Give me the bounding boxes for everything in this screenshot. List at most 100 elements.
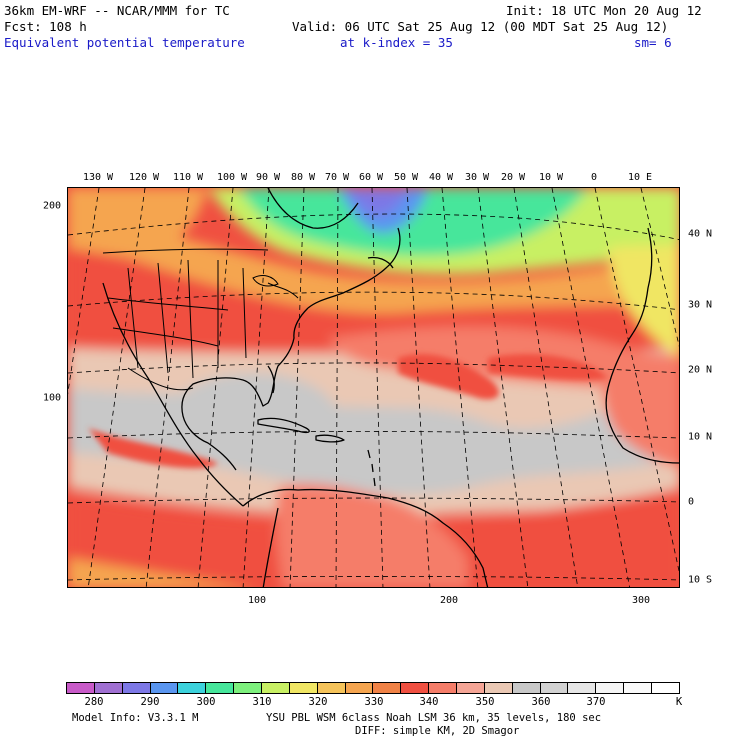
colorbar-swatch-9	[317, 683, 346, 693]
meridian-70w	[335, 188, 339, 587]
lat-label-30n: 30 N	[688, 299, 713, 311]
theta-e-map	[67, 187, 680, 588]
colorbar-label-300: 300	[196, 696, 216, 708]
state-line-3	[127, 267, 139, 369]
parallel-30n	[68, 291, 679, 311]
lat-label-10s: 10 S	[688, 574, 713, 586]
colorbar-swatch-2	[122, 683, 151, 693]
lat-label-20n: 20 N	[688, 364, 713, 376]
field-name: Equivalent potential temperature	[4, 35, 245, 50]
hudson-bay	[267, 188, 359, 229]
colorbar-swatch-6	[234, 683, 263, 693]
africa-west-coast	[605, 332, 679, 464]
meridian-100w	[197, 188, 234, 587]
state-line-2	[112, 327, 219, 347]
colorbar-swatch-10	[345, 683, 374, 693]
colorbar-swatch-3	[150, 683, 179, 693]
colorbar-swatch-14	[457, 683, 485, 693]
meridian-0	[594, 188, 679, 573]
colorbar-swatch-5	[206, 683, 235, 693]
lake-michigan	[252, 275, 279, 287]
state-line-7	[242, 267, 247, 359]
south-america-coast	[242, 488, 489, 587]
lon-label-80w: 80 W	[290, 172, 316, 183]
meridian-80w	[289, 188, 305, 587]
smoothing-label: sm= 6	[634, 35, 672, 50]
parallel-eq	[68, 497, 679, 504]
state-line-5	[187, 259, 194, 379]
parallel-40n	[68, 213, 679, 240]
colorbar-swatch-12	[401, 683, 430, 693]
colorbar-swatch-8	[289, 683, 318, 693]
valid-time: Valid: 06 UTC Sat 25 Aug 12 (00 MDT Sat …	[292, 19, 669, 34]
newfoundland	[367, 256, 394, 269]
colorbar-swatch-21	[652, 683, 679, 693]
meridian-50w	[406, 188, 431, 587]
colorbar-units: K	[675, 696, 683, 708]
colorbar-label-320: 320	[308, 696, 328, 708]
lon-label-130w: 130 W	[82, 172, 114, 183]
field-bands	[68, 188, 679, 587]
lon-label-90w: 90 W	[255, 172, 281, 183]
political-borders	[102, 248, 299, 391]
colorbar-swatch-19	[596, 683, 625, 693]
lat-label-40n: 40 N	[688, 228, 713, 240]
lon-label-50w: 50 W	[393, 172, 419, 183]
florida	[267, 365, 275, 394]
iberia-coast	[632, 227, 653, 334]
lon-label-30w: 30 W	[464, 172, 490, 183]
colorbar-swatch-18	[568, 683, 597, 693]
colorbar-swatch-16	[512, 683, 541, 693]
meridian-60w	[371, 188, 384, 587]
meridian-40w	[441, 188, 479, 587]
us-canada-border	[102, 248, 269, 254]
forecast-hour: Fcst: 108 h	[4, 19, 87, 34]
coastlines	[102, 188, 679, 587]
theta-e-field	[68, 188, 679, 587]
lon-label-10e: 10 E	[627, 172, 653, 183]
colorbar-label-360: 360	[531, 696, 551, 708]
colorbar	[66, 682, 680, 694]
init-time: Init: 18 UTC Mon 20 Aug 12	[506, 3, 702, 18]
meridian-110w	[145, 188, 190, 587]
lon-label-0: 0	[590, 172, 598, 183]
graticule	[68, 188, 679, 587]
us-mexico-border	[127, 367, 194, 391]
colorbar-label-350: 350	[475, 696, 495, 708]
meridian-130w	[68, 188, 100, 395]
model-info: Model Info: V3.3.1 M	[72, 712, 199, 724]
lon-label-20w: 20 W	[500, 172, 526, 183]
grid-label-bottom-200: 200	[439, 595, 459, 606]
physics-info: YSU PBL WSM 6class Noah LSM 36 km, 35 le…	[266, 712, 602, 724]
colorbar-swatch-11	[373, 683, 402, 693]
lon-label-10w: 10 W	[538, 172, 564, 183]
colorbar-swatch-4	[178, 683, 207, 693]
colorbar-label-310: 310	[252, 696, 272, 708]
grid-label-bottom-100: 100	[247, 595, 267, 606]
lat-label-10n: 10 N	[688, 431, 713, 443]
grid-label-left-100: 100	[42, 392, 61, 404]
lon-label-60w: 60 W	[358, 172, 384, 183]
parallel-20n	[68, 362, 679, 374]
lon-label-40w: 40 W	[428, 172, 454, 183]
hispaniola	[315, 434, 345, 443]
lon-label-100w: 100 W	[216, 172, 248, 183]
colorbar-swatch-20	[624, 683, 653, 693]
colorbar-swatch-13	[429, 683, 458, 693]
colorbar-label-340: 340	[419, 696, 439, 708]
level-label: at k-index = 35	[340, 35, 453, 50]
colorbar-label-280: 280	[84, 696, 104, 708]
grid-label-left-200: 200	[42, 200, 61, 212]
colorbar-swatch-15	[484, 683, 513, 693]
parallel-10s	[68, 576, 679, 581]
colorbar-label-370: 370	[586, 696, 606, 708]
na-east-gulf-coast	[181, 307, 309, 471]
model-title: 36km EM-WRF -- NCAR/MMM for TC	[4, 3, 230, 18]
lon-label-70w: 70 W	[324, 172, 350, 183]
great-lakes	[267, 282, 299, 299]
diffusion-info: DIFF: simple KM, 2D Smagor	[355, 725, 520, 737]
meridian-120w	[87, 188, 146, 587]
state-line-1	[107, 297, 229, 311]
lesser-antilles	[367, 449, 376, 487]
lon-label-110w: 110 W	[172, 172, 204, 183]
